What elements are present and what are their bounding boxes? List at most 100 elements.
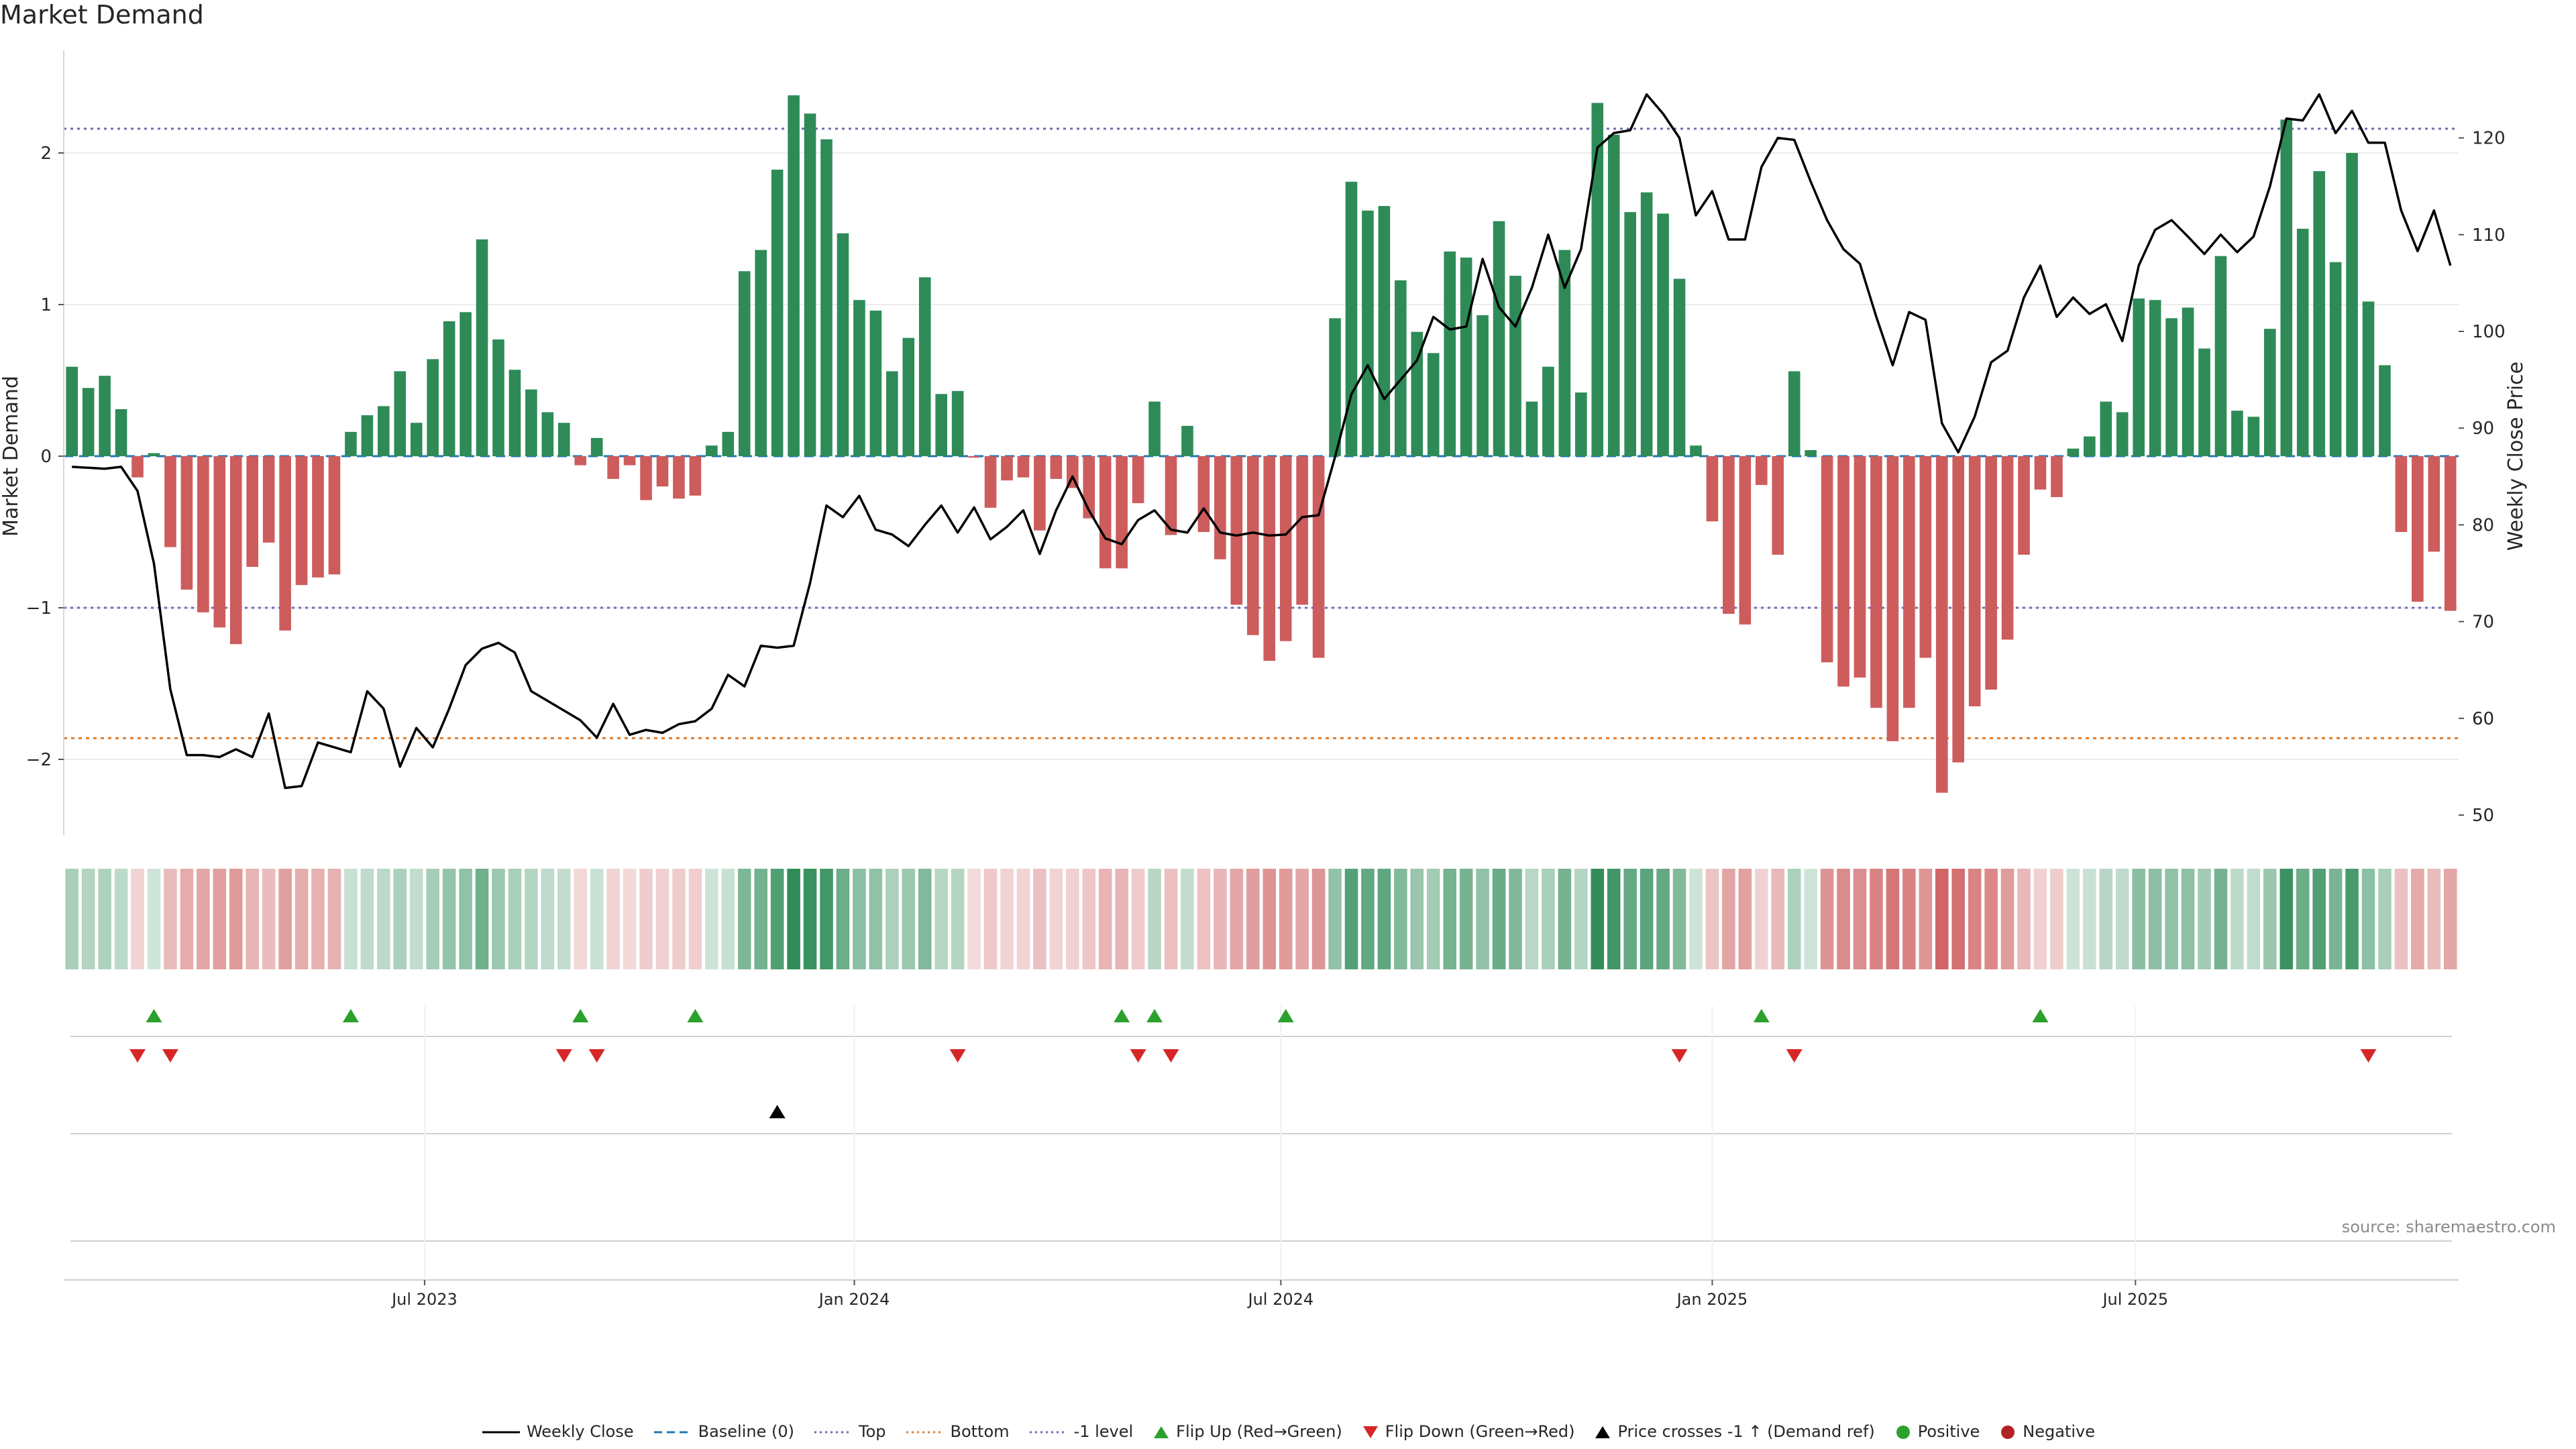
strip-cell — [525, 869, 538, 969]
strip-cell — [1968, 869, 1982, 969]
right-tick-label: 70 — [2472, 612, 2494, 633]
demand-bar — [1329, 318, 1341, 456]
strip-cell — [1016, 869, 1030, 969]
flip-up-marker — [146, 1009, 162, 1022]
demand-bar — [886, 371, 898, 456]
strip-cell — [639, 869, 653, 969]
demand-bar — [1362, 210, 1374, 456]
strip-cell — [754, 869, 767, 969]
demand-bar — [2428, 456, 2440, 552]
x-tick-label: Jul 2025 — [2101, 1290, 2168, 1309]
strip-cell — [1049, 869, 1063, 969]
demand-bar — [2379, 365, 2391, 456]
strip-cell — [1311, 869, 1326, 969]
flip-up-marker — [1753, 1009, 1770, 1022]
demand-bar — [2395, 456, 2408, 532]
demand-bar — [1575, 392, 1587, 456]
strip-cell — [1902, 869, 1916, 969]
demand-bar — [443, 321, 455, 456]
strip-cell — [1148, 869, 1161, 969]
strip-cell — [1181, 869, 1194, 969]
demand-bars — [66, 95, 2457, 793]
demand-bar — [1116, 456, 1128, 569]
flip-up-marker — [572, 1009, 589, 1022]
demand-bar — [1723, 456, 1735, 614]
strip-cell — [2378, 869, 2392, 969]
x-tick-label: Jul 2024 — [1247, 1290, 1314, 1309]
weekly-close-line — [72, 93, 2452, 790]
strip-cell — [459, 869, 472, 969]
demand-bar — [2280, 119, 2293, 456]
demand-bar — [984, 456, 997, 508]
strip-cell — [705, 869, 718, 969]
strip-cell — [2312, 869, 2326, 969]
demand-bar — [1165, 456, 1177, 535]
demand-bar — [1493, 221, 1505, 456]
flip-up-marker — [342, 1009, 359, 1022]
legend-item: Top — [813, 1422, 886, 1441]
legend-triangle-up — [1595, 1426, 1611, 1438]
strip-cell — [2427, 869, 2441, 969]
strip-cell — [983, 869, 998, 969]
strip-cell — [836, 869, 850, 969]
strip-cell — [197, 869, 210, 969]
strip-cell — [2115, 869, 2129, 969]
strip-cell — [2148, 869, 2162, 969]
strip-cell — [1066, 869, 1079, 969]
reference-lines — [64, 127, 2459, 739]
strip-cell — [2296, 869, 2310, 969]
strip-cell — [1919, 869, 1933, 969]
legend-label: Price crosses -1 ↑ (Demand ref) — [1617, 1422, 1875, 1441]
strip-cell — [688, 869, 702, 969]
strip-cell — [409, 869, 423, 969]
strip-cell — [65, 869, 79, 969]
left-tick-label: −2 — [26, 750, 52, 770]
strip-cell — [1886, 869, 1900, 969]
legend-label: Negative — [2023, 1422, 2096, 1441]
flip-up-marker — [1277, 1009, 1294, 1022]
strip-cell — [2017, 869, 2031, 969]
strip-cell — [246, 869, 259, 969]
strip-cell — [1033, 869, 1046, 969]
demand-bar — [295, 456, 308, 586]
flip-down-marker — [162, 1049, 178, 1063]
flip-down-marker — [949, 1049, 966, 1063]
demand-bar — [1132, 456, 1144, 504]
right-tick-label: 110 — [2472, 225, 2506, 246]
demand-bar — [1509, 276, 1521, 456]
strip-cell — [1279, 869, 1293, 969]
legend-label: Flip Down (Green→Red) — [1385, 1422, 1575, 1441]
demand-bar — [1427, 353, 1440, 456]
chart-title: Market Demand — [0, 0, 204, 30]
legend-item: Baseline (0) — [653, 1422, 794, 1441]
demand-bar — [1985, 456, 1997, 690]
demand-bar — [1378, 206, 1391, 456]
strip-cell — [262, 869, 276, 969]
legend-label: Bottom — [950, 1422, 1010, 1441]
demand-bar — [1525, 401, 1538, 456]
strip-cell — [1344, 869, 1358, 969]
strip-cell — [1410, 869, 1424, 969]
legend-symbol — [1362, 1426, 1378, 1438]
strip-cell — [1509, 869, 1522, 969]
demand-bar — [99, 376, 111, 456]
strip-cell — [1000, 869, 1014, 969]
strip-cell — [442, 869, 456, 969]
demand-bar — [771, 169, 784, 457]
strip-cell — [426, 869, 439, 969]
demand-bar — [508, 370, 521, 456]
legend-label: Weekly Close — [526, 1422, 634, 1441]
strip-cell — [803, 869, 817, 969]
demand-bar — [148, 453, 160, 456]
demand-bar — [2296, 229, 2309, 456]
demand-bar — [262, 456, 275, 543]
strip-cell — [2328, 869, 2343, 969]
demand-bar — [1230, 456, 1243, 605]
demand-bar — [427, 359, 439, 456]
flip-down-marker — [2360, 1049, 2377, 1063]
demand-bar — [1870, 456, 1882, 708]
demand-bar — [394, 371, 407, 456]
x-tick-label: Jan 2024 — [818, 1290, 890, 1309]
demand-bar — [1624, 212, 1636, 456]
